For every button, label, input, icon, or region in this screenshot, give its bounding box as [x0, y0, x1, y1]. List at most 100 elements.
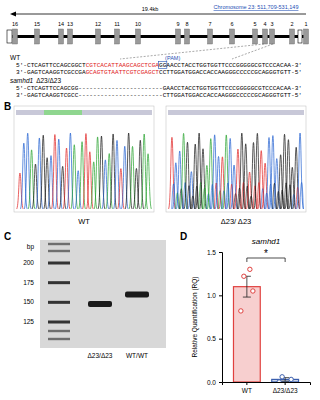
- sequence-prefix: 3'-GAGTCAAGGTCGCCGA: [16, 69, 86, 76]
- chromatogram-peak: [273, 183, 276, 209]
- genotype: Δ23/Δ23: [36, 77, 61, 84]
- exon: [270, 29, 275, 44]
- gel-band: [125, 291, 149, 297]
- plot-marks: [233, 267, 298, 382]
- axis-line: [223, 383, 311, 386]
- gene-size: 19.4kb: [142, 6, 159, 12]
- panel-label: C: [4, 231, 11, 242]
- panel-label: D: [180, 231, 187, 242]
- sequence-suffix: CCTTGGATGGACCACCAAGGGCCCCCGCAGGGTGTT-5': [159, 69, 302, 76]
- ladder-label: 175: [23, 279, 34, 286]
- chromatogram-peak: [258, 151, 265, 209]
- quality-bar: [168, 110, 304, 115]
- genotype-label: samhd1Δ23/Δ23: [10, 77, 61, 84]
- y-tick: 1.5: [207, 249, 222, 256]
- chromatogram-peak: [145, 154, 152, 209]
- exon-label: 10: [135, 21, 141, 27]
- exon-label: 2: [290, 21, 293, 27]
- chromatogram-peak: [297, 133, 304, 209]
- data-point: [248, 267, 252, 271]
- exon: [35, 29, 40, 44]
- x-tick: Δ23/Δ23: [273, 382, 298, 394]
- chromatogram-peak: [227, 138, 234, 209]
- exon: [253, 29, 258, 44]
- exon-label: 6: [230, 21, 233, 27]
- chromatogram-peak: [168, 137, 175, 209]
- data-point: [277, 380, 281, 382]
- ladder-band: [48, 301, 70, 304]
- exon-label: 7: [208, 21, 211, 27]
- data-point: [280, 375, 284, 379]
- quality-bar: [16, 110, 152, 115]
- exon-label: 15: [34, 21, 40, 27]
- chromatogram-peak: [269, 136, 276, 209]
- lane-label: Δ23/Δ23: [88, 352, 113, 359]
- tick-mark: [285, 382, 286, 385]
- sequence-line: 5'-CTCAGTTCCAGCGGCTCGTCACATTAAGCAGCTCGAG…: [16, 62, 302, 69]
- chromatogram-label: WT: [78, 217, 90, 226]
- y-axis-title: Relative Quantification (RQ): [191, 277, 199, 358]
- bar-chart: Dsamhd1Relative Quantification (RQ)0.00.…: [180, 231, 311, 394]
- tick-mark: [246, 382, 247, 385]
- chromatogram-peak: [114, 140, 121, 209]
- chromatogram-peak: [211, 135, 218, 209]
- ladder-label: 125: [23, 318, 34, 325]
- x-axis: WT Δ23/Δ23: [223, 382, 311, 394]
- pam-box: [159, 62, 167, 69]
- sequence-line: 3'-GAGTCAAGGTCGCCGAGCAGTGTAATTCGTCGAGCTC…: [16, 69, 302, 76]
- chromatogram-label: Δ23/ Δ23: [221, 217, 251, 226]
- x-tick: WT: [242, 382, 252, 394]
- exon-label: 16: [12, 21, 18, 27]
- sequence-line: 5'-CTCAGTTCCAGCGG-----------------------…: [16, 85, 302, 92]
- tick-mark: [219, 252, 222, 253]
- chromatogram-peak: [141, 134, 148, 209]
- chromatogram-peak: [242, 144, 249, 209]
- chromatogram-peak: [300, 182, 303, 209]
- chromatogram-peak: [203, 188, 206, 209]
- chromatogram-trace: [166, 106, 306, 212]
- gel-band: [88, 301, 112, 307]
- exon: [115, 29, 120, 44]
- chromatogram-peak: [199, 182, 202, 209]
- ladder-band: [48, 330, 70, 332]
- y-tick-label: 0.0: [207, 379, 216, 386]
- chromatograms: BWTΔ23/ Δ23: [4, 101, 306, 226]
- ladder-band: [48, 262, 70, 265]
- chromatogram-peak: [98, 136, 105, 209]
- sequence-target: GCAGTGTAATTCGTCGAGCT: [86, 69, 160, 76]
- exon: [96, 29, 101, 44]
- chromatogram-peak: [55, 139, 62, 209]
- ladder-band: [48, 281, 70, 284]
- exon: [230, 29, 235, 44]
- bar: [233, 287, 260, 382]
- exon: [59, 29, 64, 44]
- sequence-text: 3'-GAGTCAAGGTCGCC-----------------------…: [16, 92, 302, 99]
- gel-image: [40, 240, 166, 348]
- ladder-band: [48, 321, 70, 324]
- sequence-line: 3'-GAGTCAAGGTCGCC-----------------------…: [16, 92, 302, 99]
- chart-title: samhd1: [252, 237, 280, 246]
- chromatogram-peak: [184, 142, 191, 209]
- tick-mark: [219, 382, 222, 383]
- exon-label: 3: [270, 21, 273, 27]
- exon-label: 4: [263, 21, 266, 27]
- data-point: [251, 289, 255, 293]
- x-tick-label: WT: [242, 387, 252, 394]
- chromatogram-frame: [14, 106, 154, 212]
- chromatogram-peak: [261, 189, 264, 209]
- chromatogram-peak: [129, 146, 136, 209]
- chromatogram-peak: [40, 135, 47, 209]
- chromatogram-peak: [82, 134, 89, 209]
- highlight-bar: [44, 110, 82, 115]
- chromatogram-trace: [14, 106, 154, 212]
- gene-span-arrow: [14, 14, 306, 15]
- zoom-line: [232, 44, 273, 59]
- ladder-band: [48, 338, 70, 340]
- chromatogram-peak: [257, 183, 260, 209]
- lane-label: WT/WT: [126, 352, 148, 359]
- figure: 19.4kbChromosome 23: 511,709-531,1491615…: [0, 0, 320, 400]
- exon: [304, 29, 309, 44]
- exon: [136, 29, 141, 44]
- genotype-label: WT: [10, 54, 20, 61]
- ladder-band: [48, 250, 70, 252]
